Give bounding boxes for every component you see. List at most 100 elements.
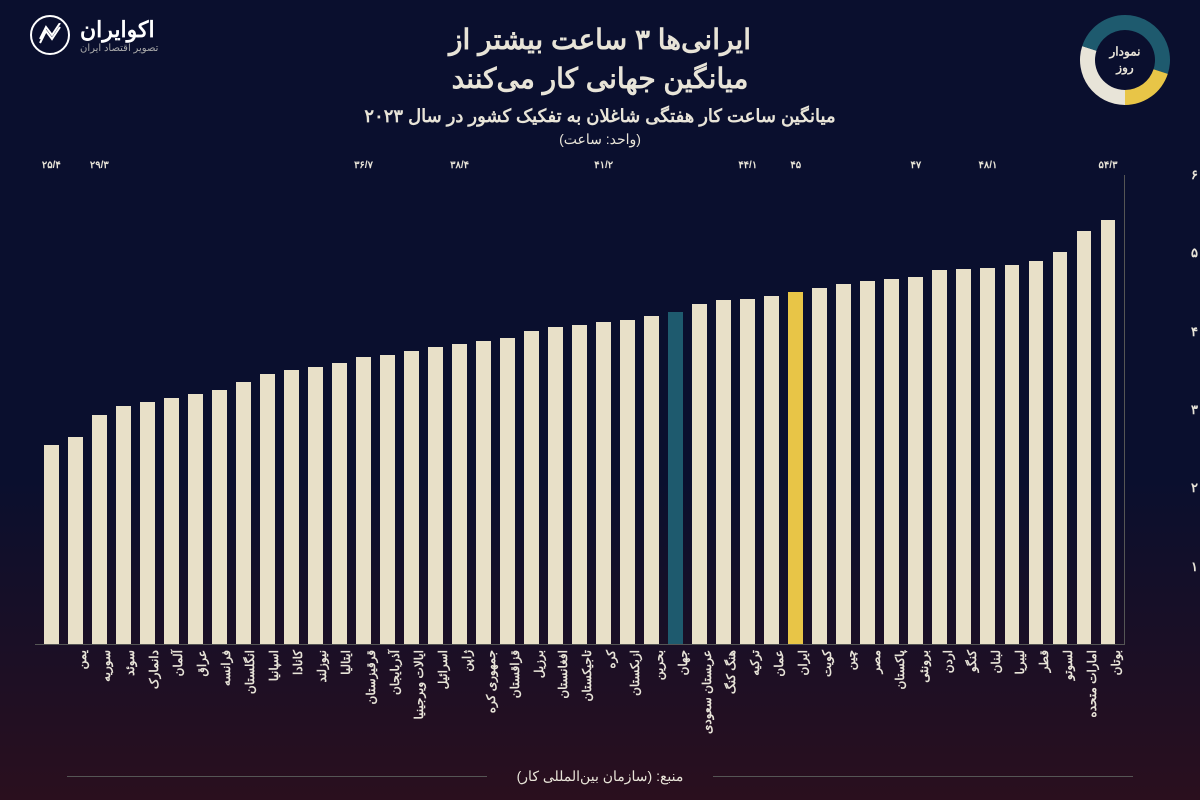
subtitle: میانگین ساعت کار هفتگی شاغلان به تفکیک ک… xyxy=(30,106,1170,127)
x-label: برونئی xyxy=(905,645,929,745)
daily-chart-badge: نمودار روز xyxy=(1080,15,1170,105)
brand-logo: اکوایران تصویر اقتصاد ایران xyxy=(30,15,158,55)
brand-icon xyxy=(30,15,70,55)
chart: ۰۱۰۲۰۳۰۴۰۵۰۶۰ ۵۴/۳۴۸/۱۴۷۴۵۴۴/۱۴۱/۲۳۸/۴۳۶… xyxy=(35,175,1165,745)
bar xyxy=(140,402,155,644)
x-label: ازبکستان xyxy=(616,645,640,745)
bar xyxy=(932,270,947,644)
x-label: مصر xyxy=(856,645,880,745)
x-label: چین xyxy=(832,645,856,745)
title-block: ایرانی‌ها ۳ ساعت بیشتر از میانگین جهانی … xyxy=(30,15,1170,148)
bar xyxy=(212,390,227,644)
bar-column xyxy=(207,175,231,644)
x-label: ژاپن xyxy=(448,645,472,745)
x-label: جمهوری کره xyxy=(472,645,496,745)
badge-label: نمودار روز xyxy=(1103,44,1148,75)
y-tick: ۶۰ xyxy=(1191,167,1200,183)
bar xyxy=(788,292,803,644)
bar xyxy=(1029,261,1044,644)
y-tick: ۲۰ xyxy=(1191,480,1200,496)
x-label xyxy=(39,645,63,745)
x-label: ایران xyxy=(784,645,808,745)
bar xyxy=(764,296,779,644)
bar-column xyxy=(231,175,255,644)
x-label: سوئد xyxy=(111,645,135,745)
x-label: بوتان xyxy=(1097,645,1121,745)
y-tick: ۱۰ xyxy=(1191,559,1200,575)
bar xyxy=(812,288,827,644)
x-label: ترکیه xyxy=(736,645,760,745)
bar xyxy=(884,279,899,644)
bar xyxy=(380,355,395,644)
bar-column: ۲۵/۴ xyxy=(39,175,63,644)
x-label: کویت xyxy=(808,645,832,745)
bar-column xyxy=(1048,175,1072,644)
bar-column xyxy=(928,175,952,644)
bar-column xyxy=(376,175,400,644)
x-label: دانمارک xyxy=(135,645,159,745)
brand-name: اکوایران xyxy=(80,17,158,43)
bar-column xyxy=(568,175,592,644)
bar-column xyxy=(832,175,856,644)
source-footer: منبع: (سازمان بین‌المللی کار) xyxy=(0,768,1200,785)
bar-column xyxy=(544,175,568,644)
bar-column xyxy=(712,175,736,644)
unit-label: (واحد: ساعت) xyxy=(30,131,1170,148)
y-tick: ۵۰ xyxy=(1191,245,1200,261)
x-label: عمان xyxy=(760,645,784,745)
bar xyxy=(572,325,587,644)
bar xyxy=(596,322,611,644)
bar-column: ۲۹/۳ xyxy=(87,175,111,644)
bar xyxy=(332,363,347,644)
bar-value-label: ۴۷ xyxy=(911,160,922,171)
x-label: لیبریا xyxy=(1001,645,1025,745)
bar-column xyxy=(255,175,279,644)
bar xyxy=(236,382,251,644)
x-label: عراق xyxy=(183,645,207,745)
bar-column: ۴۴/۱ xyxy=(736,175,760,644)
bar-column xyxy=(327,175,351,644)
bar-column xyxy=(183,175,207,644)
x-label: انگلستان xyxy=(231,645,255,745)
donut-icon: نمودار روز xyxy=(1080,15,1170,105)
bar xyxy=(740,299,755,644)
x-label: نیوزلند xyxy=(303,645,327,745)
bar-column xyxy=(1000,175,1024,644)
divider xyxy=(713,776,1133,777)
bar-column xyxy=(472,175,496,644)
brand-tagline: تصویر اقتصاد ایران xyxy=(80,43,158,54)
bar-column xyxy=(616,175,640,644)
bar-value-label: ۲۵/۴ xyxy=(42,160,61,171)
bar-column xyxy=(952,175,976,644)
bar-column xyxy=(688,175,712,644)
bar xyxy=(68,437,83,644)
bar-column: ۳۸/۴ xyxy=(448,175,472,644)
x-label: کانادا xyxy=(279,645,303,745)
bar-column: ۴۸/۱ xyxy=(976,175,1000,644)
x-axis: بوتانامارات متحدهلسوتوقطرلیبریالبنانکنگو… xyxy=(35,645,1125,745)
header: نمودار روز اکوایران تصویر اقتصاد ایران ا… xyxy=(0,0,1200,170)
x-label: یمن xyxy=(63,645,87,745)
bar xyxy=(284,370,299,644)
bar-value-label: ۳۶/۷ xyxy=(354,160,373,171)
x-label: افغانستان xyxy=(544,645,568,745)
source-text: منبع: (سازمان بین‌المللی کار) xyxy=(517,768,684,785)
x-label: سوریه xyxy=(87,645,111,745)
bar-column xyxy=(135,175,159,644)
bar xyxy=(116,406,131,644)
bar xyxy=(716,300,731,644)
x-label: قزاقستان xyxy=(496,645,520,745)
bar xyxy=(164,398,179,644)
bar xyxy=(548,327,563,644)
bar-column xyxy=(640,175,664,644)
y-tick: ۴۰ xyxy=(1191,324,1200,340)
x-label: اسپانیا xyxy=(255,645,279,745)
bar xyxy=(908,277,923,644)
bar xyxy=(308,367,323,644)
bar xyxy=(356,357,371,644)
bar xyxy=(404,351,419,644)
bar-value-label: ۴۵ xyxy=(790,160,801,171)
x-label: آذربایجان xyxy=(376,645,400,745)
bar xyxy=(1005,265,1020,644)
bar-column xyxy=(1024,175,1048,644)
